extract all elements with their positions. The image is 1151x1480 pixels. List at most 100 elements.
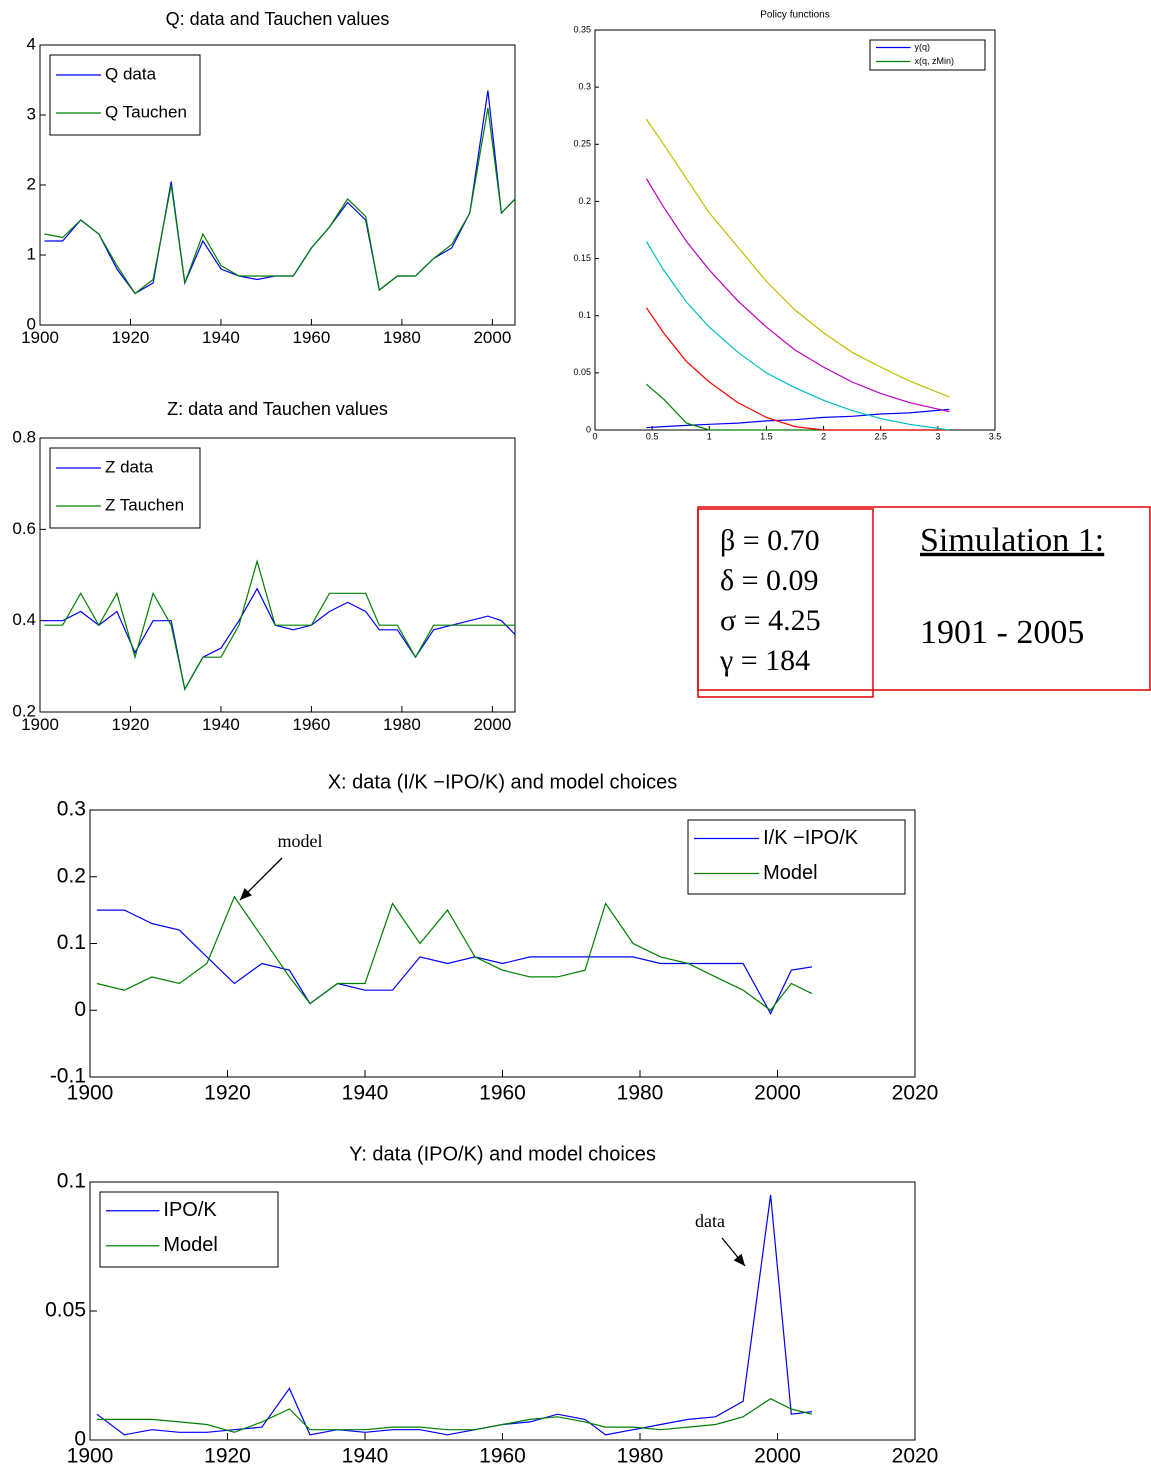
x-tick-label: 1 (707, 432, 712, 442)
annotation: model (278, 831, 323, 851)
y-tick-label: 4 (27, 34, 36, 53)
series-line (44, 107, 516, 295)
legend-label: Model (163, 1234, 217, 1256)
chart-title: Z: data and Tauchen values (167, 399, 388, 419)
param-box (697, 508, 874, 698)
y-tick-label: 0.2 (57, 864, 86, 887)
y-tick-label: 0 (74, 1428, 86, 1451)
series-line (96, 895, 813, 1012)
x-tick-label: 1920 (204, 1081, 251, 1104)
x-tick-label: 1960 (479, 1081, 526, 1104)
x-tick-label: 1960 (293, 715, 331, 734)
x-tick-label: 2.5 (874, 432, 887, 442)
series-line (96, 1194, 812, 1436)
y-tick-label: 0.3 (578, 82, 591, 92)
legend-box (49, 447, 201, 529)
y-tick-label: 0.35 (573, 24, 591, 34)
x-tick-label: 1900 (67, 1081, 114, 1104)
x-tick-label: 2000 (754, 1081, 801, 1104)
y-tick-label: 0 (586, 424, 591, 434)
y-tick-label: 0.1 (578, 310, 591, 320)
y-tick-label: 0.6 (12, 519, 36, 538)
y-tick-label: 0.2 (578, 196, 591, 206)
parameter: γ = 184 (719, 644, 810, 677)
x-tick-label: 3 (935, 432, 940, 442)
annotation-arrow (721, 1237, 746, 1267)
series-line (96, 1398, 813, 1433)
series-line (646, 408, 950, 429)
x-tick-label: 1900 (21, 715, 59, 734)
x-tick-label: 0.5 (646, 432, 659, 442)
legend-label: Z Tauchen (105, 495, 184, 514)
parameter: β = 0.70 (720, 524, 820, 557)
legend-label: Model (763, 862, 817, 884)
y-tick-label: 0.3 (57, 798, 86, 821)
x-tick-label: 1980 (617, 1444, 664, 1467)
annotation-arrow (239, 857, 283, 901)
x-tick-label: 1900 (67, 1444, 114, 1467)
plot-frame (39, 437, 516, 713)
legend-box (687, 819, 906, 895)
x-tick-label: 1980 (617, 1081, 664, 1104)
legend-label: x(q, zMin) (915, 56, 955, 66)
chart-title: Policy functions (760, 10, 829, 21)
y-tick-label: 0 (74, 998, 86, 1021)
series-line (645, 118, 950, 398)
x-tick-label: 1980 (383, 328, 421, 347)
x-tick-label: 1920 (204, 1444, 251, 1467)
plot-frame (594, 29, 996, 431)
x-tick-label: 2000 (754, 1444, 801, 1467)
y-tick-label: 0 (27, 314, 36, 333)
x-tick-label: 0 (592, 432, 597, 442)
x-tick-label: 3.5 (989, 432, 1002, 442)
series-line (44, 559, 515, 691)
x-tick-label: 2020 (892, 1081, 939, 1104)
x-tick-label: 1940 (202, 328, 240, 347)
x-tick-label: 1900 (21, 328, 59, 347)
y-tick-label: 0.1 (57, 1170, 86, 1193)
legend-box (869, 39, 986, 71)
x-tick-label: 1940 (202, 715, 240, 734)
y-tick-label: 0.4 (12, 610, 36, 629)
y-tick-label: 2 (27, 174, 36, 193)
legend-label: IPO/K (163, 1199, 217, 1221)
legend-label: Z data (105, 457, 154, 476)
chart-title: Y: data (IPO/K) and model choices (349, 1143, 656, 1165)
series-line (645, 307, 950, 431)
x-tick-label: 1920 (112, 715, 150, 734)
x-tick-label: 1.5 (760, 432, 773, 442)
simulation-title: Simulation 1: (920, 522, 1104, 559)
y-tick-label: 0.05 (45, 1299, 86, 1322)
x-tick-label: 2020 (892, 1444, 939, 1467)
legend-label: I/K −IPO/K (763, 827, 859, 849)
legend-box (99, 1191, 279, 1268)
y-tick-label: -0.1 (50, 1065, 86, 1088)
series-line (96, 909, 812, 1015)
x-tick-label: 1920 (112, 328, 150, 347)
parameter: σ = 4.25 (720, 604, 821, 637)
y-tick-label: 1 (27, 244, 36, 263)
y-tick-label: 0.8 (12, 427, 36, 446)
legend-label: Q data (105, 64, 157, 83)
y-tick-label: 0.15 (573, 253, 591, 263)
legend-label: Q Tauchen (105, 102, 187, 121)
x-tick-label: 2 (821, 432, 826, 442)
x-tick-label: 1960 (479, 1444, 526, 1467)
simulation-period: 1901 - 2005 (920, 614, 1084, 651)
parameter: δ = 0.09 (720, 564, 819, 597)
y-tick-label: 0.25 (573, 139, 591, 149)
y-tick-label: 0.05 (573, 367, 591, 377)
chart-title: X: data (I/K −IPO/K) and model choices (328, 771, 678, 793)
legend-box (49, 54, 201, 136)
annotation: data (695, 1211, 725, 1231)
x-tick-label: 1960 (293, 328, 331, 347)
y-tick-label: 0.2 (12, 701, 36, 720)
y-tick-label: 0.1 (57, 931, 86, 954)
series-line (645, 178, 950, 413)
x-tick-label: 1980 (383, 715, 421, 734)
x-tick-label: 1940 (342, 1444, 389, 1467)
series-line (645, 241, 950, 431)
y-tick-label: 3 (27, 104, 36, 123)
series-line (44, 587, 516, 691)
